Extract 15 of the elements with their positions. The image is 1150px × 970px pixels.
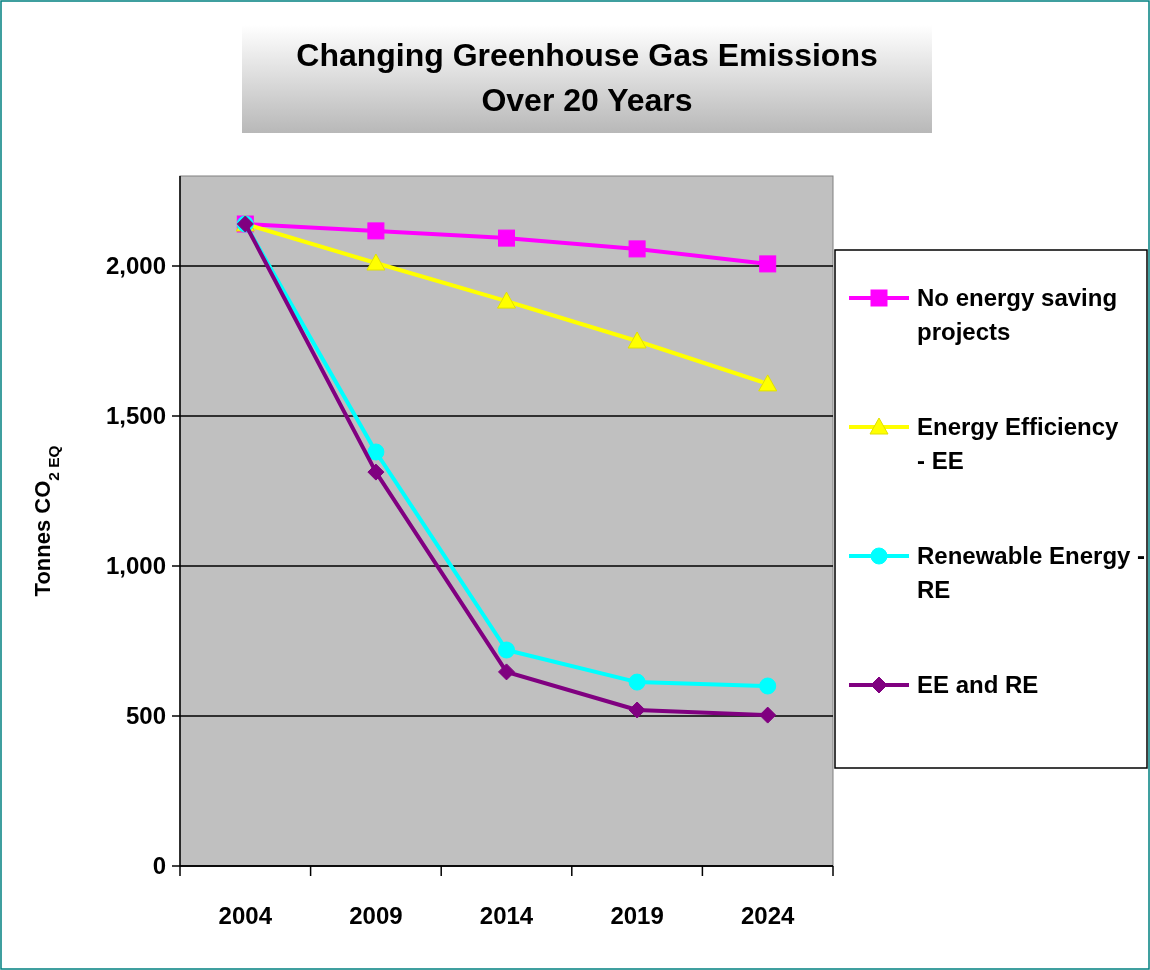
x-tick-label: 2009 — [349, 902, 403, 929]
legend-label: Renewable Energy - RE — [917, 542, 1146, 603]
y-tick-label: 1,500 — [105, 402, 166, 430]
x-tick-label: 2019 — [610, 902, 664, 929]
x-tick-label: 2014 — [479, 902, 534, 929]
y-tick-label: 2,000 — [105, 252, 166, 280]
legend-label: No energy saving projects — [917, 284, 1118, 345]
x-tick-label: 2004 — [218, 902, 273, 929]
legend-label: EE and RE — [917, 671, 1039, 698]
y-tick-label: 0 — [152, 852, 166, 880]
legend-label: Energy Efficiency - EE — [917, 413, 1120, 474]
chart-title: Changing Greenhouse Gas Emissions Over 20 Years — [296, 37, 878, 118]
x-tick-label: 2024 — [741, 902, 796, 929]
y-tick-label: 1,000 — [105, 552, 166, 580]
y-tick-label: 500 — [125, 702, 166, 730]
